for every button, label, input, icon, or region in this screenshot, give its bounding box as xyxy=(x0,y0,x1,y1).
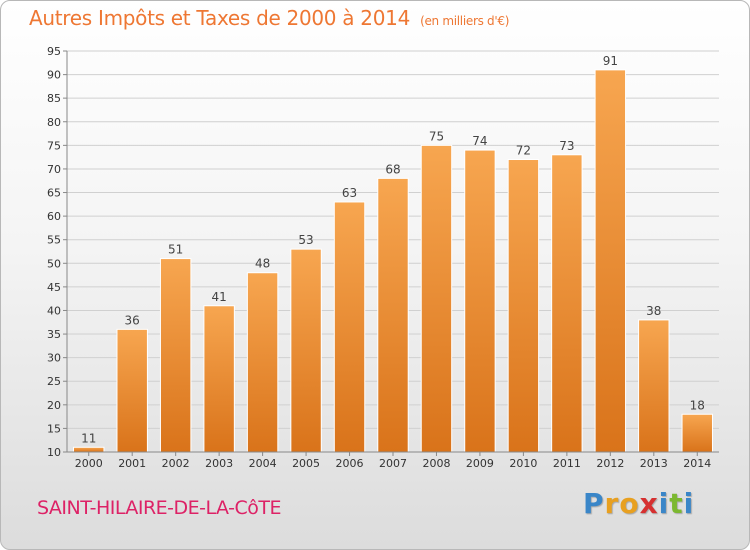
data-label: 41 xyxy=(211,290,226,304)
x-tick-label: 2007 xyxy=(379,457,407,470)
bar xyxy=(420,144,453,453)
x-tick-label: 2013 xyxy=(640,457,668,470)
x-tick-label: 2005 xyxy=(292,457,320,470)
x-tick-label: 2012 xyxy=(596,457,624,470)
x-tick-label: 2000 xyxy=(75,457,103,470)
data-label: 68 xyxy=(385,162,400,176)
y-tick-label: 85 xyxy=(47,92,61,105)
x-tick-label: 2014 xyxy=(683,457,711,470)
data-label: 48 xyxy=(255,257,270,271)
logo-letter: r xyxy=(604,487,620,520)
logo-letter: P xyxy=(583,487,605,520)
data-label: 11 xyxy=(81,431,96,445)
data-label: 91 xyxy=(603,54,618,68)
logo-letter: o xyxy=(619,487,640,520)
logo-letter: x xyxy=(639,487,659,520)
bar xyxy=(203,305,235,453)
data-label: 51 xyxy=(168,243,183,257)
data-label: 73 xyxy=(559,139,574,153)
logo-letter: i xyxy=(683,487,695,520)
bar xyxy=(159,258,192,453)
logo-letter: i xyxy=(658,487,670,520)
y-tick-label: 95 xyxy=(47,45,61,58)
x-tick-label: 2003 xyxy=(205,457,233,470)
y-tick-label: 25 xyxy=(47,375,61,388)
x-tick-label: 2008 xyxy=(422,457,450,470)
data-label: 72 xyxy=(516,144,531,158)
y-tick-label: 60 xyxy=(47,210,61,223)
bar xyxy=(246,272,279,453)
data-label: 38 xyxy=(646,304,661,318)
y-tick-label: 80 xyxy=(47,116,61,129)
x-tick-label: 2001 xyxy=(118,457,146,470)
x-tick-label: 2002 xyxy=(162,457,190,470)
y-tick-label: 70 xyxy=(47,163,61,176)
y-tick-label: 65 xyxy=(47,187,61,200)
y-tick-label: 40 xyxy=(47,304,61,317)
data-label: 74 xyxy=(472,134,487,148)
y-tick-label: 15 xyxy=(47,422,61,435)
commune-name: SAINT-HILAIRE-DE-LA-CôTE xyxy=(37,497,281,519)
data-label: 75 xyxy=(429,129,444,143)
axes: 10 15 20 25 30 35 40 45 50 55 60 65 70 75 80 85 90 95 2000… xyxy=(47,45,719,470)
bar xyxy=(507,159,540,453)
x-tick-label: 2009 xyxy=(466,457,494,470)
bar xyxy=(594,69,627,453)
bar xyxy=(551,154,583,453)
bar xyxy=(638,319,670,453)
x-tick-label: 2004 xyxy=(249,457,277,470)
bar xyxy=(681,413,713,453)
proxiti-logo: Proxiti xyxy=(583,487,694,520)
y-tick-label: 50 xyxy=(47,257,61,270)
data-label: 36 xyxy=(125,313,140,327)
bar xyxy=(333,201,366,453)
y-tick-label: 20 xyxy=(47,399,61,412)
y-tick-label: 55 xyxy=(47,234,61,247)
y-tick-label: 10 xyxy=(47,446,61,459)
y-tick-label: 30 xyxy=(47,352,61,365)
bar xyxy=(116,328,148,453)
x-tick-label: 2011 xyxy=(553,457,581,470)
chart-subtitle: (en milliers d'€) xyxy=(420,14,510,28)
data-label: 63 xyxy=(342,186,357,200)
bar xyxy=(377,177,409,453)
bar xyxy=(290,248,322,453)
chart-title-text: Autres Impôts et Taxes de 2000 à 2014 xyxy=(29,6,410,30)
data-label: 53 xyxy=(298,233,313,247)
logo-letter: t xyxy=(669,487,684,520)
y-tick-label: 75 xyxy=(47,139,61,152)
data-label: 18 xyxy=(690,398,705,412)
bar xyxy=(464,149,496,453)
y-tick-label: 45 xyxy=(47,281,61,294)
x-tick-label: 2006 xyxy=(336,457,364,470)
y-tick-label: 90 xyxy=(47,69,61,82)
chart-title: Autres Impôts et Taxes de 2000 à 2014 (e… xyxy=(29,6,509,30)
bars: 11 36 51 41 48 53 63 68 75 74 72 73 91 38 18 xyxy=(73,54,713,453)
x-tick-label: 2010 xyxy=(509,457,537,470)
bar xyxy=(73,446,105,453)
y-tick-label: 35 xyxy=(47,328,61,341)
